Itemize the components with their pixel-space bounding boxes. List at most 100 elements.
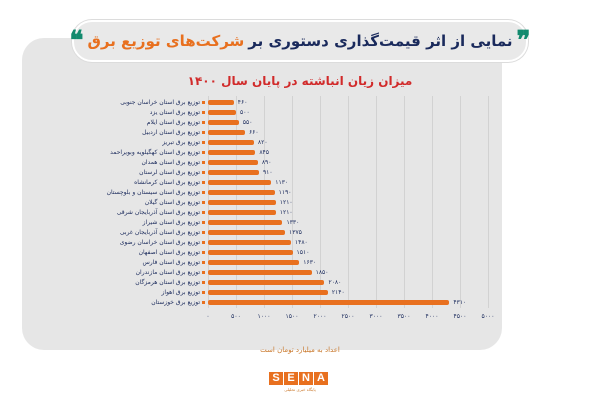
category-label: توزیع برق استان فارس <box>142 259 200 266</box>
bar <box>208 230 285 235</box>
bar <box>208 300 450 305</box>
category-label: توزیع برق استان آذربایجان غربی <box>119 229 200 236</box>
x-tick-label: ۳۵۰۰ <box>397 313 411 320</box>
gridline <box>460 96 461 308</box>
gridline <box>488 96 489 308</box>
value-label: ۲۱۴۰ <box>331 289 345 296</box>
bar <box>208 220 283 225</box>
x-tick-label: ۴۰۰۰ <box>425 313 439 320</box>
bar <box>208 120 239 125</box>
category-label: توزیع برق استان اصفهان <box>138 249 200 256</box>
category-label: توزیع برق خوزستان <box>151 299 200 306</box>
value-label: ۸۴۵ <box>259 149 269 156</box>
value-label: ۱۴۸۰ <box>294 239 308 246</box>
value-label: ۱۵۱۰ <box>296 249 310 256</box>
category-label: توزیع برق استان گیلان <box>144 199 200 206</box>
bullet-icon <box>202 271 205 274</box>
title-main: نمایی از اثر قیمت‌گذاری دستوری بر <box>248 32 513 50</box>
bar <box>208 190 275 195</box>
quote-close-icon: ❝ <box>69 26 84 56</box>
bullet-icon <box>202 261 205 264</box>
x-tick-label: ۵۰۰ <box>231 313 241 320</box>
category-label: توزیع برق استان ایلام <box>146 119 200 126</box>
bullet-icon <box>202 221 205 224</box>
category-label: توزیع برق استان آذربایجان شرقی <box>116 209 200 216</box>
bullet-icon <box>202 111 205 114</box>
bar <box>208 270 312 275</box>
gridline <box>348 96 349 308</box>
bullet-icon <box>202 151 205 154</box>
x-tick-label: ۱۰۰۰ <box>257 313 271 320</box>
title-highlight: شرکت‌های توزیع برق <box>87 32 245 50</box>
value-label: ۱۱۹۰ <box>278 189 292 196</box>
bar <box>208 200 276 205</box>
value-label: ۶۶۰ <box>248 129 259 136</box>
gridline <box>376 96 377 308</box>
bullet-icon <box>202 141 205 144</box>
value-label: ۵۵۰ <box>242 119 253 126</box>
bar <box>208 150 256 155</box>
value-label: ۱۶۳۰ <box>303 259 317 266</box>
title-banner: ❞ نمایی از اثر قیمت‌گذاری دستوری بر شرکت… <box>69 20 531 62</box>
value-label: ۱۱۳۰ <box>275 179 289 186</box>
value-label: ۱۳۷۵ <box>289 229 302 236</box>
category-label: توزیع برق استان کرمانشاه <box>134 179 200 186</box>
category-label: توزیع برق استان اردبیل <box>142 129 200 136</box>
bar <box>208 110 236 115</box>
bullet-icon <box>202 101 205 104</box>
value-label: ۹۱۰ <box>262 169 273 176</box>
bar <box>208 290 328 295</box>
chart-title: میزان زیان انباشته در پایان سال ۱۴۰۰ <box>187 74 413 88</box>
value-label: ۴۶۰ <box>237 99 248 106</box>
category-label: توزیع برق استان سیستان و بلوچستان <box>106 189 200 196</box>
category-label: توزیع برق استان خراسان رضوی <box>119 239 200 246</box>
bullet-icon <box>202 241 205 244</box>
x-tick-label: ۲۵۰۰ <box>341 313 355 320</box>
category-label: توزیع برق استان لرستان <box>139 169 200 176</box>
bullet-icon <box>202 301 205 304</box>
category-label: توزیع برق استان خراسان جنوبی <box>120 99 200 106</box>
value-label: ۸۲۰ <box>257 139 268 146</box>
gridline <box>432 96 433 308</box>
bar <box>208 140 254 145</box>
category-label: توزیع برق استان یزد <box>149 109 200 116</box>
bar <box>208 180 272 185</box>
bullet-icon <box>202 291 205 294</box>
bullet-icon <box>202 171 205 174</box>
category-label: توزیع برق استان مازندران <box>135 269 200 276</box>
value-label: ۱۸۵۰ <box>315 269 329 276</box>
logo-letter: N <box>299 372 313 385</box>
category-label: توزیع برق تبریز <box>162 139 200 146</box>
bullet-icon <box>202 121 205 124</box>
category-label: توزیع برق استان شیراز <box>142 219 200 226</box>
bar <box>208 130 245 135</box>
bullet-icon <box>202 211 205 214</box>
unit-note: اعداد به میلیارد تومان است <box>260 346 340 354</box>
value-label: ۴۳۱۰ <box>453 299 467 306</box>
bullet-icon <box>202 281 205 284</box>
logo-letter: S <box>269 372 283 385</box>
bullet-icon <box>202 131 205 134</box>
value-label: ۱۳۳۰ <box>286 219 300 226</box>
x-tick-label: ۲۰۰۰ <box>313 313 327 320</box>
bullet-icon <box>202 181 205 184</box>
bullet-icon <box>202 201 205 204</box>
quote-open-icon: ❞ <box>516 26 531 56</box>
gridline <box>292 96 293 308</box>
value-label: ۲۰۸۰ <box>328 279 342 286</box>
bar <box>208 240 291 245</box>
bullet-icon <box>202 251 205 254</box>
bar <box>208 170 259 175</box>
x-tick-label: ۵۰۰۰ <box>481 313 495 320</box>
value-label: ۱۲۱۰ <box>279 199 293 206</box>
gridline <box>320 96 321 308</box>
x-tick-label: ۰ <box>206 313 210 320</box>
bullet-icon <box>202 161 205 164</box>
logo-letter: A <box>314 372 328 385</box>
bullet-icon <box>202 231 205 234</box>
bar <box>208 250 293 255</box>
category-label: توزیع برق استان هرمزگان <box>135 279 200 286</box>
value-label: ۵۰۰ <box>240 109 250 116</box>
